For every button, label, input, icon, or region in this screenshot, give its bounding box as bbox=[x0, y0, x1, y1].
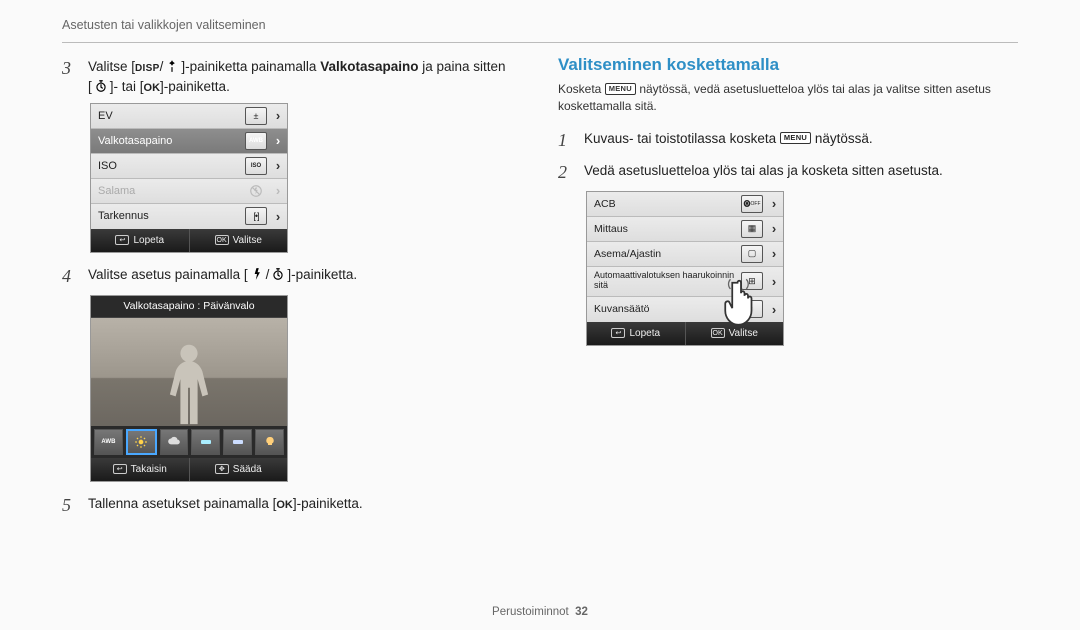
chevron-right-icon: › bbox=[765, 221, 783, 236]
person-silhouette-icon bbox=[159, 340, 219, 426]
chevron-right-icon: › bbox=[765, 196, 783, 211]
timer-icon bbox=[269, 267, 287, 281]
menu-icon: MENU bbox=[605, 83, 636, 96]
settings-panel: EV ± › Valkotasapaino AWB › ISO ISO › Sa… bbox=[90, 103, 288, 253]
thumb-cloudy[interactable] bbox=[160, 429, 189, 455]
step-number: 4 bbox=[62, 263, 78, 289]
step-text: Valitse asetus painamalla [ / ]-painiket… bbox=[88, 263, 512, 285]
step-1: 1 Kuvaus- tai toistotilassa kosketa MENU… bbox=[558, 127, 1018, 153]
thumb-fluorescent2[interactable] bbox=[223, 429, 252, 455]
footer-back-button[interactable]: ↩Lopeta bbox=[587, 322, 686, 345]
chevron-right-icon: › bbox=[269, 183, 287, 198]
step-5: 5 Tallenna asetukset painamalla [OK]-pai… bbox=[62, 492, 512, 518]
footer-back-button[interactable]: ↩Takaisin bbox=[91, 458, 190, 481]
step-2: 2 Vedä asetusluetteloa ylös tai alas ja … bbox=[558, 159, 1018, 185]
ok-icon: OK bbox=[711, 328, 725, 338]
step-3: 3 Valitse [DISP/ ]-painiketta painamalla… bbox=[62, 55, 512, 97]
disp-icon: DISP bbox=[135, 63, 160, 74]
step-number: 3 bbox=[62, 55, 78, 81]
ok-icon: OK bbox=[144, 82, 161, 94]
preview-scene bbox=[91, 318, 287, 426]
thumb-awb[interactable]: AWB bbox=[94, 429, 123, 455]
chevron-right-icon: › bbox=[765, 246, 783, 261]
footer-adjust-button[interactable]: ✥Säädä bbox=[190, 458, 288, 481]
iso-icon: ISO bbox=[243, 156, 269, 176]
acb-off-icon: 🅞OFF bbox=[739, 194, 765, 214]
focus-icon: [•] bbox=[243, 206, 269, 226]
step-text: Vedä asetusluetteloa ylös tai alas ja ko… bbox=[584, 159, 1018, 181]
thumb-fluorescent[interactable] bbox=[191, 429, 220, 455]
breadcrumb: Asetusten tai valikkojen valitseminen bbox=[62, 18, 1018, 43]
panel-row[interactable]: Tarkennus [•] › bbox=[91, 204, 287, 229]
step-text: Tallenna asetukset painamalla [OK]-paini… bbox=[88, 492, 512, 514]
step-4: 4 Valitse asetus painamalla [ / ]-painik… bbox=[62, 263, 512, 289]
panel-row[interactable]: EV ± › bbox=[91, 104, 287, 129]
step-number: 2 bbox=[558, 159, 574, 185]
awb-icon: AWB bbox=[243, 131, 269, 151]
panel-row[interactable]: Valkotasapaino AWB › bbox=[91, 129, 287, 154]
thumb-daylight[interactable] bbox=[126, 429, 157, 455]
panel-title: Valkotasapaino : Päivänvalo bbox=[91, 296, 287, 318]
left-column: 3 Valitse [DISP/ ]-painiketta painamalla… bbox=[62, 55, 512, 524]
wb-thumbnails[interactable]: AWB bbox=[91, 426, 287, 458]
back-icon: ↩ bbox=[611, 328, 625, 338]
section-heading: Valitseminen koskettamalla bbox=[558, 55, 1018, 75]
menu-icon: MENU bbox=[780, 132, 811, 145]
ev-icon: ± bbox=[243, 106, 269, 126]
chevron-right-icon: › bbox=[269, 158, 287, 173]
panel-row[interactable]: Mittaus ▦ › bbox=[587, 217, 783, 242]
flash-off-icon bbox=[243, 181, 269, 201]
step-number: 1 bbox=[558, 127, 574, 153]
panel-row[interactable]: Salama › bbox=[91, 179, 287, 204]
chevron-right-icon: › bbox=[269, 108, 287, 123]
thumb-tungsten[interactable] bbox=[255, 429, 284, 455]
panel-footer: ↩Lopeta OKValitse bbox=[91, 229, 287, 252]
panel-footer: ↩Takaisin ✥Säädä bbox=[91, 458, 287, 481]
panel-row[interactable]: ISO ISO › bbox=[91, 154, 287, 179]
touch-settings-panel: ACB 🅞OFF › Mittaus ▦ › Asema/Ajastin ▢ ›… bbox=[586, 191, 784, 346]
timer-icon bbox=[92, 79, 110, 93]
ok-icon: OK bbox=[215, 235, 229, 245]
adjust-icon: ✥ bbox=[215, 464, 229, 474]
step-text: Kuvaus- tai toistotilassa kosketa MENU n… bbox=[584, 127, 1018, 149]
touch-hand-icon bbox=[713, 274, 769, 330]
back-icon: ↩ bbox=[113, 464, 127, 474]
chevron-right-icon: › bbox=[269, 209, 287, 224]
footer-back-button[interactable]: ↩Lopeta bbox=[91, 229, 190, 252]
metering-icon: ▦ bbox=[739, 219, 765, 239]
macro-icon bbox=[163, 59, 181, 73]
step-text: Valitse [DISP/ ]-painiketta painamalla V… bbox=[88, 55, 512, 97]
section-description: Kosketa MENU näytössä, vedä asetusluette… bbox=[558, 81, 1018, 115]
panel-row[interactable]: Asema/Ajastin ▢ › bbox=[587, 242, 783, 267]
footer-ok-button[interactable]: OKValitse bbox=[190, 229, 288, 252]
wb-preview-panel: Valkotasapaino : Päivänvalo AWB bbox=[90, 295, 288, 482]
panel-row[interactable]: ACB 🅞OFF › bbox=[587, 192, 783, 217]
back-icon: ↩ bbox=[115, 235, 129, 245]
ok-icon: OK bbox=[276, 499, 293, 511]
chevron-right-icon: › bbox=[269, 133, 287, 148]
page-footer: Perustoiminnot 32 bbox=[0, 606, 1080, 618]
flash-icon bbox=[248, 267, 266, 281]
drive-icon: ▢ bbox=[739, 244, 765, 264]
right-column: Valitseminen koskettamalla Kosketa MENU … bbox=[558, 55, 1018, 524]
step-number: 5 bbox=[62, 492, 78, 518]
